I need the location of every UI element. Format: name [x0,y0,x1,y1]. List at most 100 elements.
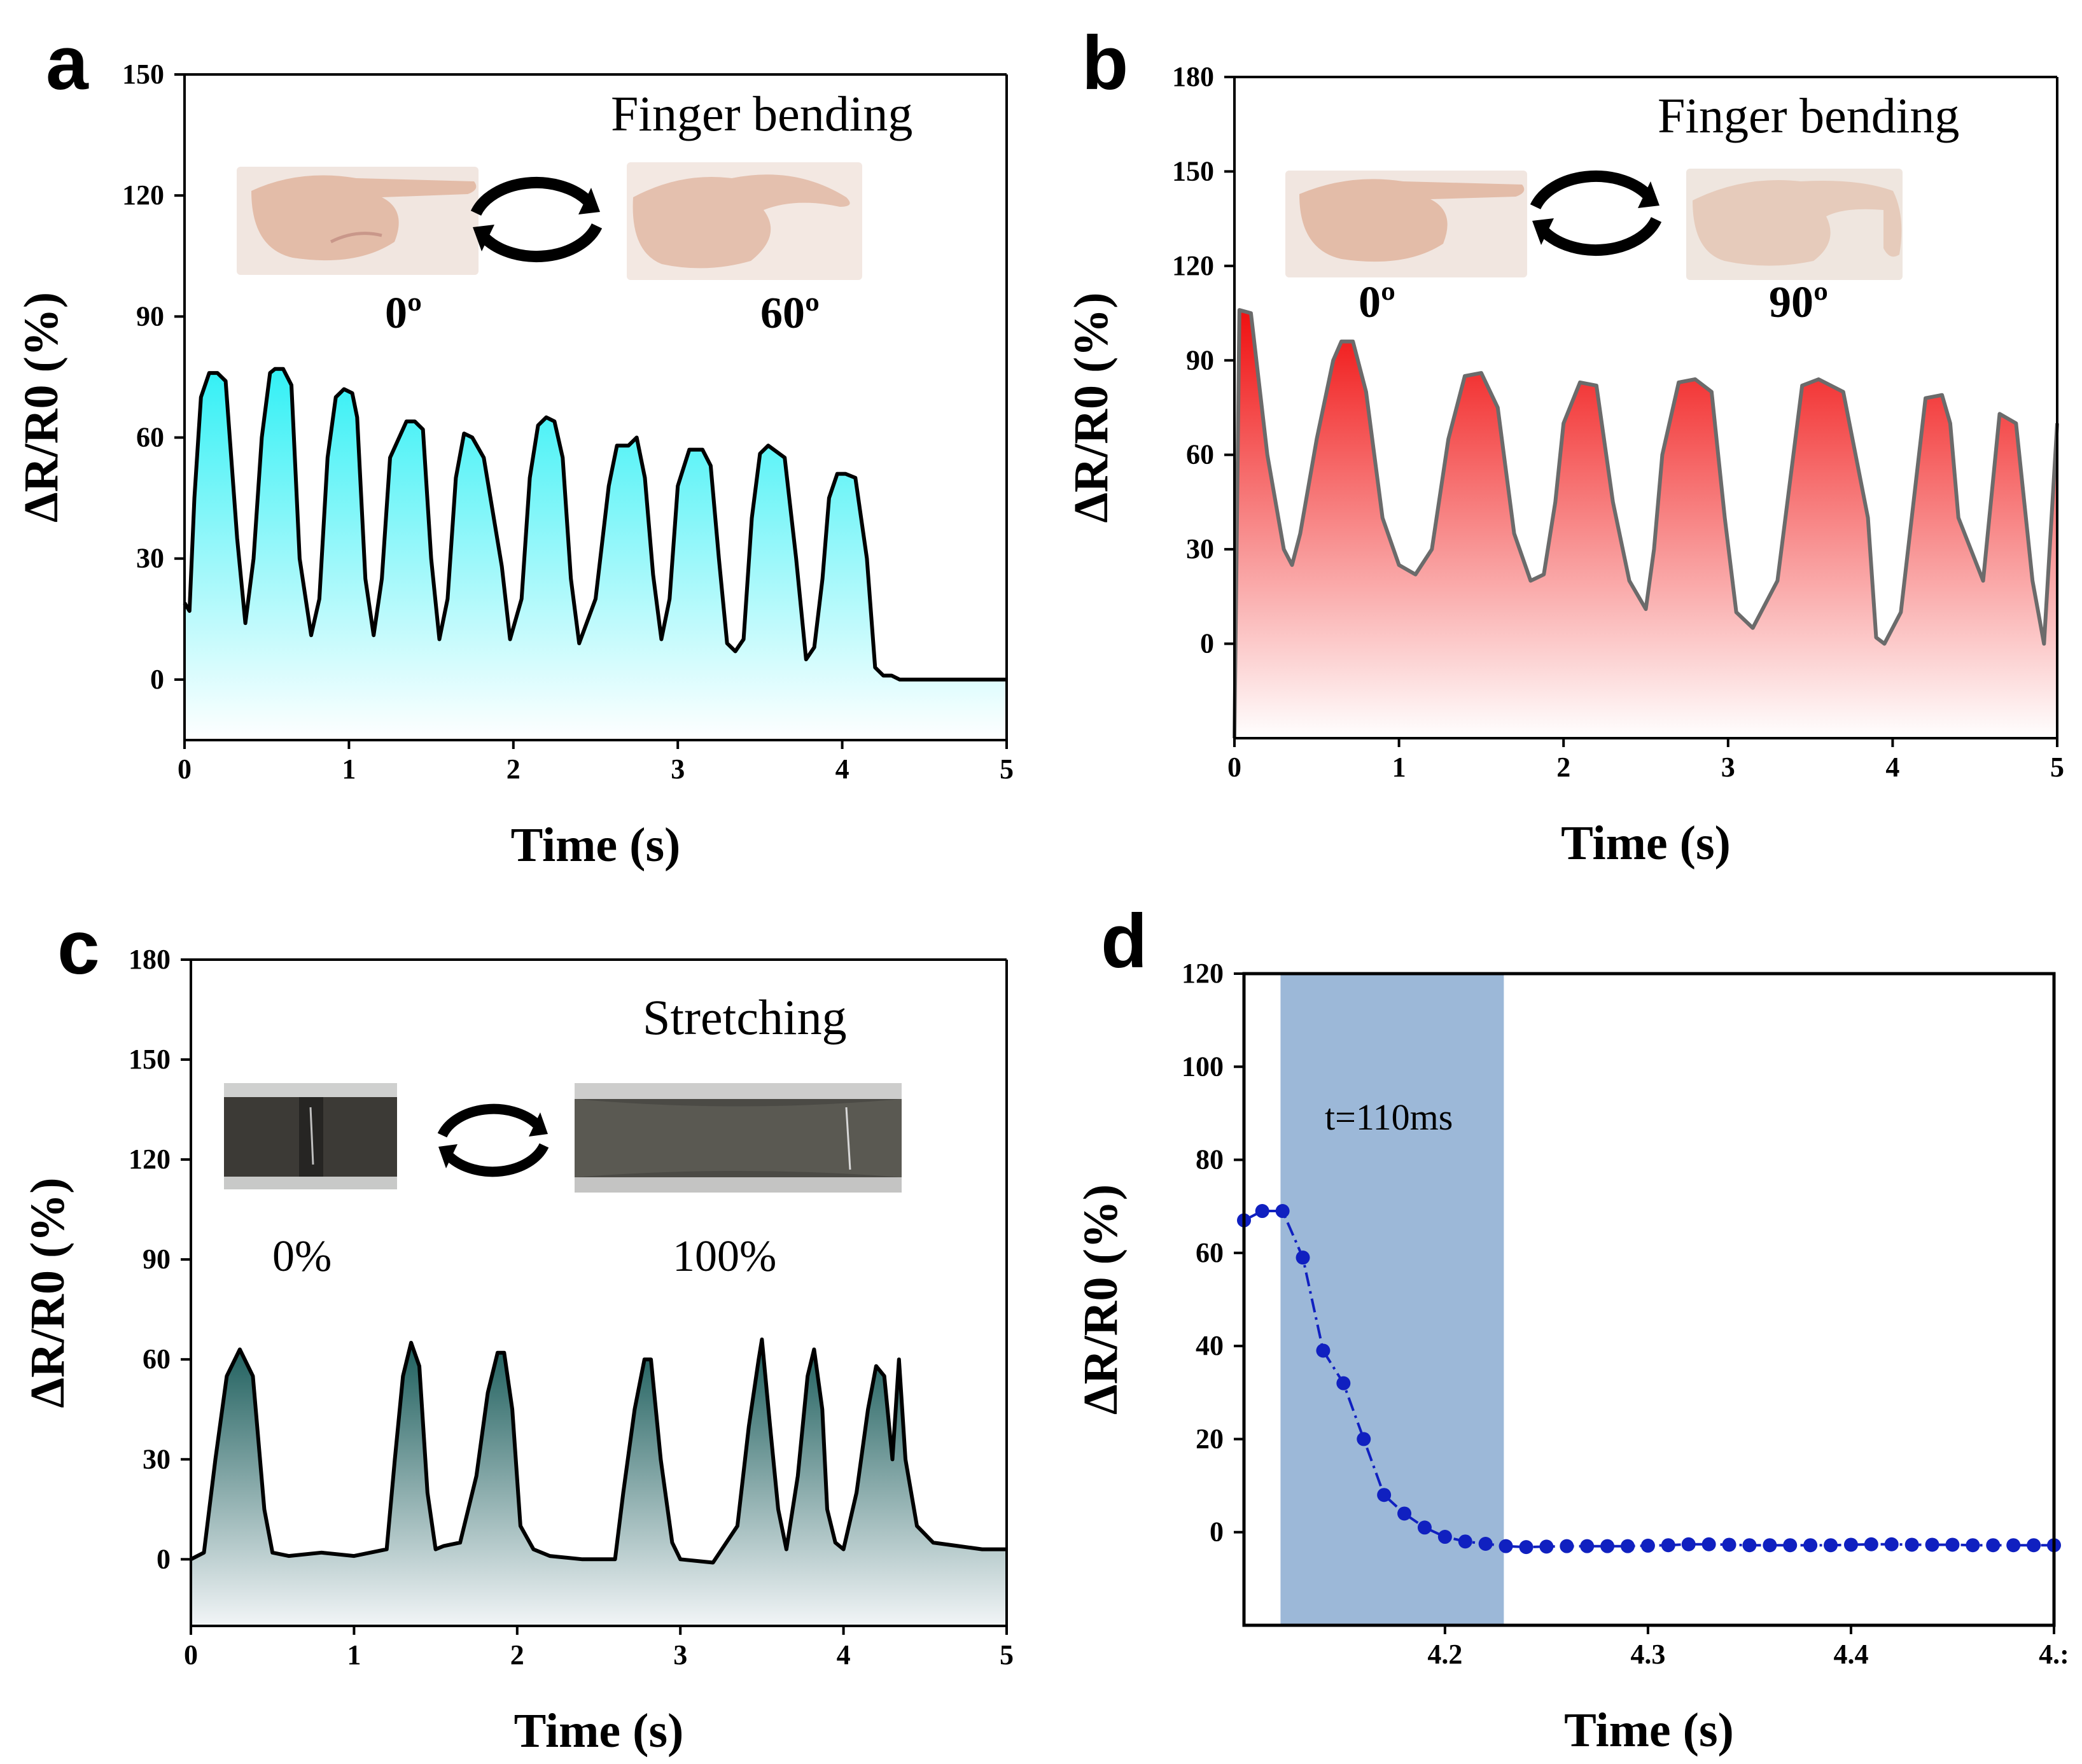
x-tick-label: 4.: [2039,1639,2069,1670]
cycle-arrow-icon-a [470,177,603,262]
y-tick-label: 120 [1172,250,1214,281]
panel-letter-c: c [57,905,100,990]
y-tick-label: 120 [129,1144,171,1175]
x-tick-label: 5 [2050,752,2064,783]
data-point [1458,1534,1472,1549]
series-area-b [1234,310,2057,739]
y-tick-label: 90 [143,1243,171,1275]
x-tick-label: 3 [673,1639,687,1670]
hand-bent-90-photo [1686,169,1903,280]
y-tick-label: 90 [1186,344,1214,375]
y-tick-label: 120 [122,179,164,211]
x-tick-label: 4 [835,753,849,785]
state-label-a-0: 0º [385,289,422,338]
chart-panel-a: 0 30 60 90 120 150 0 1 2 3 4 5 Time (s) ΔR/R0 (%) [15,59,1014,872]
data-point [2027,1538,2041,1553]
state-label-b-1: 90º [1769,278,1828,327]
x-tick-label: 4.2 [1427,1639,1462,1670]
x-axis-title: Time (s) [514,1704,684,1758]
data-point [1600,1539,1615,1553]
x-tick-label: 0 [1227,752,1241,783]
data-point [1742,1538,1757,1553]
data-point [1681,1537,1696,1551]
state-label-c-0: 0% [272,1232,332,1281]
response-time-band [1280,974,1504,1625]
x-tick-label: 5 [1000,753,1014,785]
y-tick-label: 40 [1196,1330,1224,1361]
y-tick-label: 120 [1182,958,1224,989]
y-tick-label: 180 [129,944,171,975]
response-time-annotation: t=110ms [1325,1096,1453,1138]
data-point [1640,1538,1655,1553]
state-label-a-1: 60º [760,289,820,338]
chart-panel-c: 0 30 60 90 120 150 180 0 1 2 3 4 5 Time (s) ΔR/R0 (%) [21,944,1014,1758]
data-point [1437,1530,1452,1544]
hand-straight-photo-a [237,167,479,275]
series-line-c [190,1337,1007,1565]
data-point [1925,1537,1939,1552]
state-label-b-0: 0º [1359,278,1395,327]
panel-letter-a: a [46,20,89,106]
series-area-c [191,1339,1007,1626]
x-tick-label: 3 [1721,752,1735,783]
y-tick-label: 60 [136,422,164,453]
data-point [1397,1506,1412,1521]
panel-letter-d: d [1101,899,1147,984]
series-line-b [1233,308,2059,739]
data-point [1966,1538,1980,1553]
data-point [1884,1537,1899,1551]
y-tick-label: 0 [1200,628,1214,659]
y-tick-label: 150 [129,1044,171,1075]
data-point [1580,1539,1595,1553]
strip-stretched-photo [575,1083,902,1193]
data-point [1904,1537,1919,1552]
hand-straight-photo-b [1285,171,1527,277]
data-point [1701,1537,1716,1551]
x-tick-label: 3 [671,753,685,785]
data-point [1296,1250,1310,1265]
chart-panel-b: 0 30 60 90 120 150 180 0 1 2 3 4 5 Time (s) ΔR/R0 (%) [1065,61,2064,870]
y-axis-title: ΔR/R0 (%) [21,1177,74,1408]
x-tick-label: 2 [507,753,520,785]
x-tick-label: 4 [1885,752,1899,783]
y-axis-title: ΔR/R0 (%) [1065,292,1118,522]
y-tick-label: 0 [150,664,164,695]
data-point [1722,1537,1736,1552]
state-label-c-1: 100% [673,1232,776,1281]
data-point [1499,1539,1513,1553]
data-point [1864,1537,1878,1551]
x-axis-title: Time (s) [1561,816,1731,870]
x-tick-label: 1 [342,753,356,785]
y-tick-label: 100 [1182,1051,1224,1082]
cycle-arrow-icon-b [1530,171,1662,256]
x-tick-label: 1 [347,1639,361,1670]
y-tick-label: 30 [136,543,164,574]
data-point [1519,1540,1534,1555]
x-axis-title: Time (s) [511,818,681,872]
data-point [1357,1432,1371,1446]
x-tick-label: 2 [510,1639,524,1670]
data-point [1945,1537,1960,1552]
y-tick-label: 30 [143,1443,171,1474]
y-axis-title: ΔR/R0 (%) [15,292,68,522]
y-tick-label: 0 [1210,1516,1224,1548]
data-point [1336,1376,1351,1390]
y-tick-label: 150 [122,59,164,90]
x-tick-label: 4.4 [1833,1639,1868,1670]
data-point [1843,1537,1858,1552]
data-point [1275,1204,1290,1219]
x-tick-label: 0 [178,753,192,785]
data-point [1803,1538,1818,1553]
series-area-a [185,368,1007,740]
data-point [1417,1520,1432,1535]
data-point [1377,1488,1392,1502]
strip-relaxed-photo [224,1083,397,1189]
y-tick-label: 30 [1186,533,1214,564]
x-tick-label: 0 [184,1639,198,1670]
data-point [1763,1538,1777,1553]
data-point [1560,1539,1574,1553]
series-line-a [183,367,1007,682]
data-point [1316,1343,1331,1358]
annotation-c: Stretching [643,990,847,1045]
